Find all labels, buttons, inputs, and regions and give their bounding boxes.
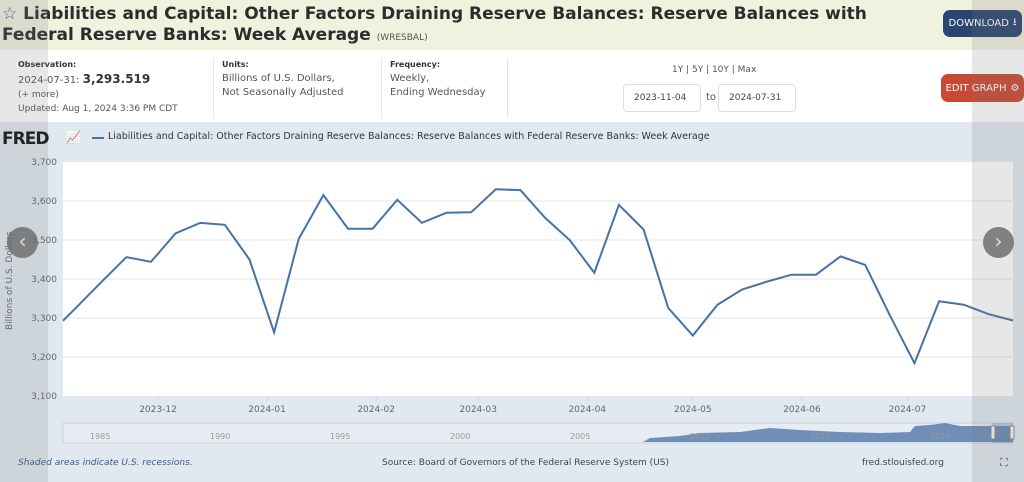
fred-logo: FRED [2, 129, 49, 149]
navigator-year-label: 1985 [90, 432, 110, 441]
y-tick-label: 3,400 [31, 275, 57, 285]
download-icon: ⭳ [1012, 17, 1017, 28]
units-block: Units: Billions of U.S. Dollars, Not Sea… [222, 60, 344, 98]
more-link[interactable]: (+ more) [18, 90, 59, 100]
navigator-year-label: 2020 [930, 432, 950, 441]
edit-graph-button[interactable]: EDIT GRAPH ⚙ [941, 74, 1024, 102]
navigator-year-label: 2000 [450, 432, 470, 441]
x-tick-label: 2024-01 [248, 405, 286, 415]
navigator-series [643, 423, 1013, 442]
observation-value: 3,293.519 [82, 72, 151, 86]
title-bar [0, 0, 1024, 50]
fullscreen-icon[interactable]: ⛶ [1000, 456, 1008, 469]
navigator-year-label: 2015 [810, 432, 830, 441]
chart-logo-icon: 📈 [66, 130, 81, 144]
star-outline-icon[interactable]: ☆ [2, 4, 18, 24]
x-tick-label: 2024-05 [674, 405, 712, 415]
x-tick-label: 2024-04 [568, 405, 606, 415]
x-tick-label: 2024-07 [889, 405, 927, 415]
navigator-selection[interactable] [992, 423, 1013, 443]
navigator-year-label: 2010 [690, 432, 710, 441]
series-line[interactable] [62, 188, 1014, 366]
x-tick-label: 2024-02 [357, 405, 395, 415]
navigator-handle-left[interactable] [990, 425, 996, 440]
y-tick-label: 3,100 [31, 392, 57, 402]
divider [213, 58, 214, 118]
legend-label[interactable]: Liabilities and Capital: Other Factors D… [108, 131, 710, 142]
x-tick-label: 2024-06 [783, 405, 821, 415]
range-presets[interactable]: 1Y | 5Y | 10Y | Max [672, 65, 757, 75]
gear-icon: ⚙ [1010, 82, 1020, 94]
start-date-input[interactable]: 2023-11-04 [623, 84, 701, 112]
y-tick-label: 3,600 [31, 197, 57, 207]
navigator-handle-right[interactable] [1009, 425, 1015, 440]
y-tick-label: 3,200 [31, 353, 57, 363]
site-link[interactable]: fred.stlouisfed.org [862, 458, 944, 468]
y-tick-label: 3,300 [31, 314, 57, 324]
recession-note: Shaded areas indicate U.S. recessions. [18, 458, 193, 468]
observation-block: Observation: 2024-07-31: 3,293.519 (+ mo… [18, 60, 178, 114]
x-tick-label: 2023-12 [139, 405, 177, 415]
series-id: (WRESBAL) [376, 33, 428, 43]
navigator-year-label: 2005 [570, 432, 590, 441]
navigator-year-label: 1990 [210, 432, 230, 441]
x-tick-label: 2024-03 [459, 405, 497, 415]
end-date-input[interactable]: 2024-07-31 [718, 84, 796, 112]
frequency-block: Frequency: Weekly, Ending Wednesday [390, 60, 486, 98]
y-tick-label: 3,700 [31, 158, 57, 168]
divider [381, 58, 382, 118]
page-title: ☆ Liabilities and Capital: Other Factors… [2, 4, 867, 45]
legend-swatch [92, 137, 104, 139]
to-label: to [706, 92, 717, 103]
y-tick-label: 3,500 [31, 236, 57, 246]
next-arrow-icon[interactable]: › [983, 227, 1014, 258]
previous-arrow-icon[interactable]: ‹ [7, 227, 38, 258]
divider [507, 58, 508, 118]
source-text: Source: Board of Governors of the Federa… [382, 458, 669, 468]
navigator-year-label: 1995 [330, 432, 350, 441]
download-button[interactable]: DOWNLOAD ⭳ [943, 10, 1022, 37]
